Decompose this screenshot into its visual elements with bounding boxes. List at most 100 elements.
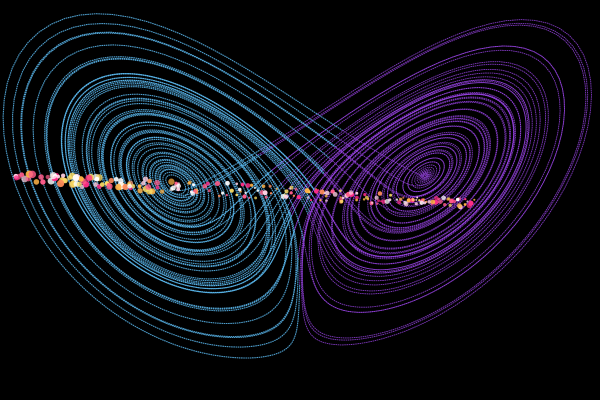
particle-dot <box>131 184 136 189</box>
particle-dot <box>415 198 418 201</box>
left-lobe-orbit <box>67 79 313 287</box>
particle-dot <box>262 190 268 196</box>
left-lobe-orbit <box>73 86 309 280</box>
left-lobe-orbit <box>72 84 311 282</box>
particle-dot <box>205 181 210 186</box>
particle-dot <box>176 183 182 189</box>
particle-dot <box>195 191 199 194</box>
particle-dot <box>463 203 467 206</box>
particle-cloud <box>13 170 476 210</box>
particle-dot <box>296 195 301 200</box>
particle-dot <box>376 202 379 205</box>
particle-dot <box>169 187 174 192</box>
particle-dot <box>187 181 191 185</box>
particle-dot <box>240 182 245 187</box>
particle-dot <box>403 201 409 207</box>
particle-dot <box>221 191 225 195</box>
right-lobe-orbit <box>281 63 547 292</box>
right-lobe-orbit <box>291 82 527 271</box>
particle-dot <box>319 199 322 202</box>
right-lobe-orbit <box>290 80 529 273</box>
particle-dot <box>67 175 73 181</box>
left-lobe-orbit <box>32 44 330 325</box>
particle-dot <box>355 195 359 200</box>
particle-dot <box>348 190 354 195</box>
particle-dot <box>261 184 266 188</box>
particle-dot <box>214 180 221 187</box>
particle-dot <box>395 198 399 201</box>
particle-dot <box>159 189 165 194</box>
particle-dot <box>38 174 44 180</box>
left-lobe-orbit <box>60 72 317 294</box>
left-lobe-orbit <box>64 76 314 290</box>
particle-dot <box>76 181 82 187</box>
particle-dot <box>292 194 296 197</box>
particle-dot <box>355 191 359 195</box>
particle-dot <box>339 196 342 199</box>
particle-dot <box>72 174 80 182</box>
particle-dot <box>235 193 239 197</box>
right-lobe-orbit <box>257 22 589 341</box>
left-lobe-orbit <box>81 93 305 272</box>
particle-dot <box>127 184 132 189</box>
right-lobe-orbit <box>286 72 537 282</box>
left-lobe-orbit <box>68 81 312 285</box>
particle-dot <box>284 189 289 194</box>
particle-dot <box>49 172 57 180</box>
particle-dot <box>147 179 152 184</box>
particle-dot <box>225 193 228 197</box>
right-lobe-orbit <box>270 45 565 313</box>
particle-dot <box>118 178 124 184</box>
particle-dot <box>244 191 247 195</box>
particle-dot <box>397 200 402 205</box>
particle-dot <box>377 199 380 203</box>
right-lobe-orbit <box>293 87 522 265</box>
particle-dot <box>427 200 432 204</box>
particle-dot <box>430 203 434 206</box>
particle-dot <box>60 173 66 178</box>
particle-dot <box>319 189 325 195</box>
particle-dot <box>93 182 99 187</box>
particle-dot <box>434 196 439 201</box>
particle-dot <box>13 175 19 181</box>
left-lobe-orbit <box>45 57 325 310</box>
particle-dot <box>339 199 344 204</box>
particle-dot <box>446 197 450 201</box>
particle-dot <box>309 198 313 202</box>
particle-dot <box>253 186 257 190</box>
particle-dot <box>235 182 239 186</box>
particle-dot <box>389 193 393 197</box>
particle-dot <box>443 203 447 207</box>
particle-dot <box>254 196 258 200</box>
right-lobe-orbit <box>284 68 541 286</box>
particle-dot <box>466 200 469 203</box>
particle-dot <box>218 194 221 198</box>
particle-dot <box>437 199 443 204</box>
particle-dot <box>441 195 446 201</box>
particle-dot <box>294 187 298 191</box>
particle-dot <box>448 203 452 207</box>
particle-dot <box>245 183 251 188</box>
particle-dot <box>381 199 386 204</box>
particle-dot <box>137 188 143 194</box>
particle-dot <box>33 179 40 185</box>
particle-dot <box>28 170 37 179</box>
particle-dot <box>456 203 462 209</box>
particle-dot <box>256 189 260 192</box>
particle-dot <box>113 176 119 182</box>
particle-dot <box>174 181 178 185</box>
right-lobe-trajectory <box>257 19 592 346</box>
particle-dot <box>380 200 383 203</box>
particle-dot <box>145 184 152 190</box>
particle-dot <box>229 188 234 193</box>
particle-dot <box>94 176 100 182</box>
particle-dot <box>466 203 472 209</box>
particle-dot <box>284 194 289 199</box>
particle-dot <box>238 187 242 192</box>
particle-dot <box>324 194 328 198</box>
particle-dot <box>99 182 105 187</box>
particle-dot <box>45 174 50 180</box>
right-lobe-orbit <box>279 61 549 295</box>
particle-dot <box>280 194 286 200</box>
